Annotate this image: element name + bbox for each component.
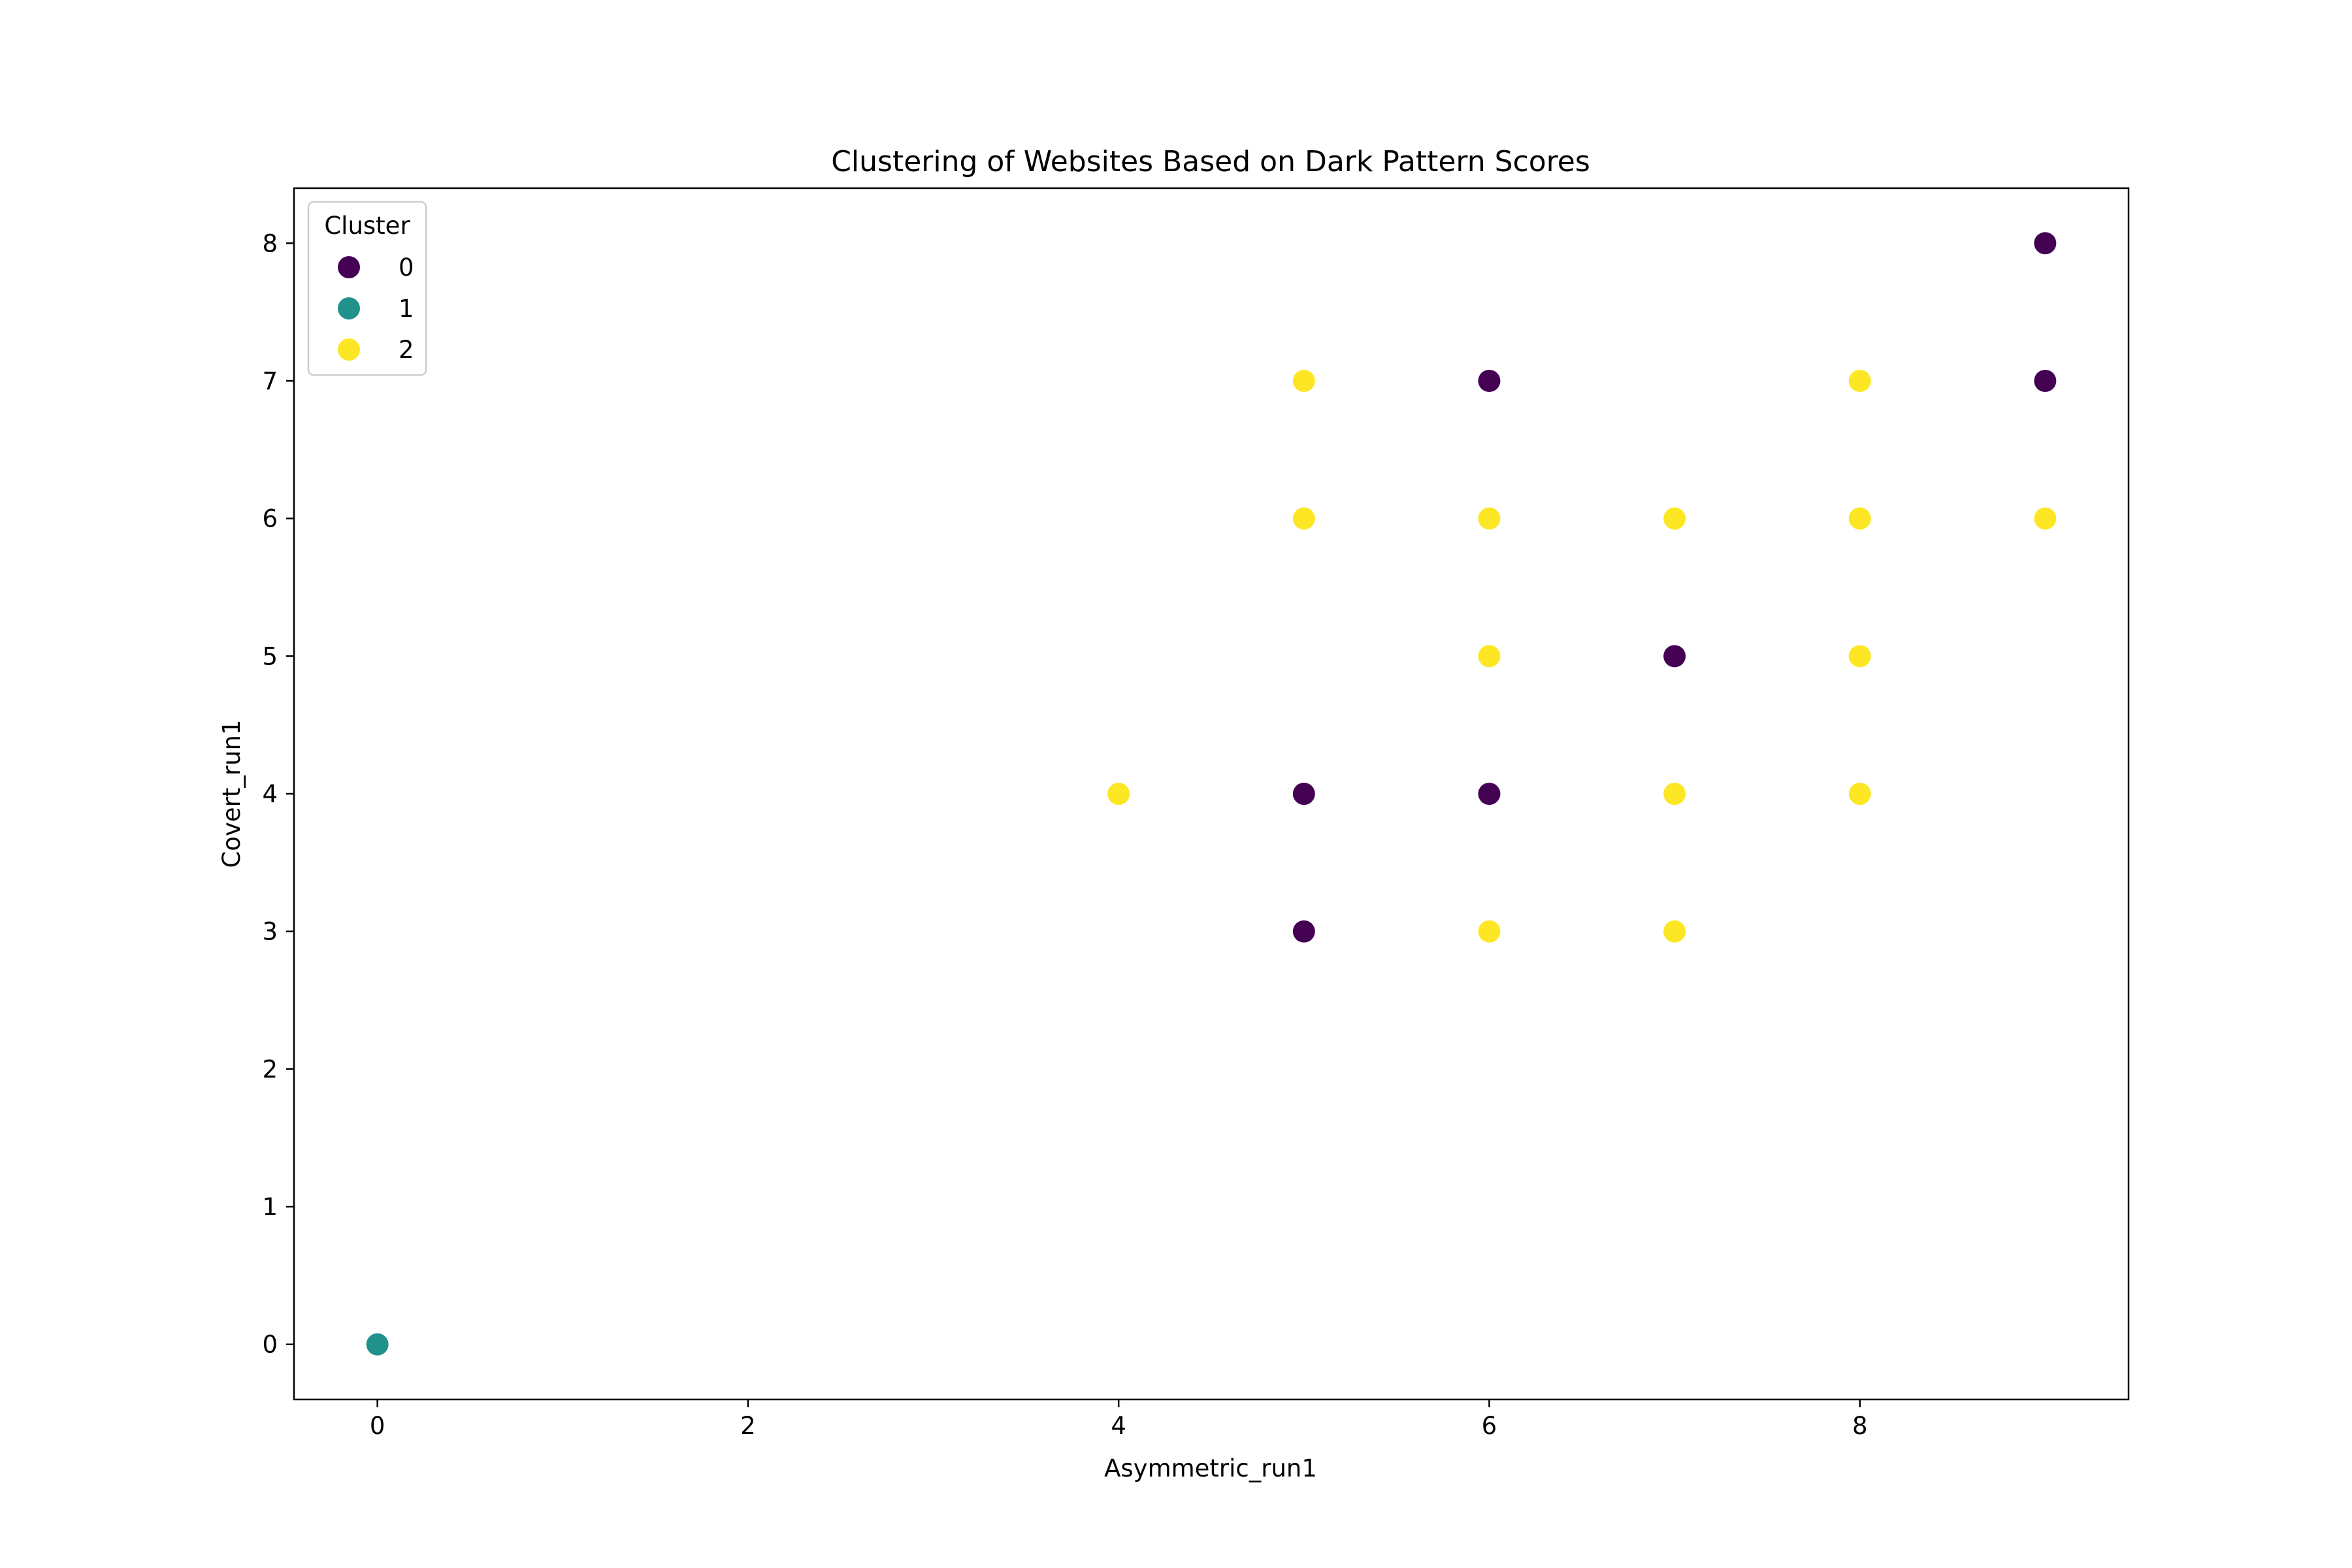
data-point-cluster-2 bbox=[1663, 783, 1686, 805]
chart-title: Clustering of Websites Based on Dark Pat… bbox=[831, 145, 1590, 178]
legend-label-0: 0 bbox=[399, 253, 414, 282]
data-point-cluster-2 bbox=[1292, 369, 1315, 392]
data-point-cluster-2 bbox=[1848, 783, 1871, 805]
data-point-cluster-0 bbox=[2034, 232, 2057, 255]
data-point-cluster-0 bbox=[1478, 369, 1501, 392]
y-tick-label: 2 bbox=[262, 1055, 278, 1083]
data-point-cluster-0 bbox=[1478, 783, 1501, 805]
data-point-cluster-1 bbox=[366, 1333, 389, 1356]
legend-marker-1 bbox=[338, 297, 360, 319]
x-tick-label: 2 bbox=[740, 1412, 756, 1440]
data-point-cluster-2 bbox=[1663, 507, 1686, 530]
x-tick-label: 4 bbox=[1111, 1412, 1126, 1440]
x-tick-label: 0 bbox=[370, 1412, 385, 1440]
x-tick-label: 8 bbox=[1852, 1412, 1868, 1440]
y-tick-label: 4 bbox=[262, 780, 278, 808]
y-tick-label: 7 bbox=[262, 367, 278, 395]
x-tick-label: 6 bbox=[1482, 1412, 1497, 1440]
y-tick-label: 6 bbox=[262, 505, 278, 533]
y-tick-label: 3 bbox=[262, 918, 278, 946]
data-point-cluster-2 bbox=[2034, 507, 2057, 530]
data-point-cluster-2 bbox=[1848, 507, 1871, 530]
legend-title: Cluster bbox=[324, 212, 410, 240]
legend-marker-2 bbox=[338, 338, 360, 361]
legend-label-2: 2 bbox=[399, 336, 414, 364]
y-tick-label: 0 bbox=[262, 1331, 278, 1359]
y-axis-title: Covert_run1 bbox=[218, 719, 246, 868]
data-point-cluster-2 bbox=[1478, 920, 1501, 943]
x-axis-title: Asymmetric_run1 bbox=[1104, 1454, 1317, 1482]
legend-label-1: 1 bbox=[399, 295, 414, 323]
data-point-cluster-0 bbox=[2034, 369, 2057, 392]
plot-background bbox=[294, 188, 2129, 1399]
y-tick-label: 5 bbox=[262, 642, 278, 670]
data-point-cluster-0 bbox=[1663, 645, 1686, 668]
legend: Cluster 0 1 2 bbox=[307, 201, 427, 376]
x-axis: 0 2 4 6 8 bbox=[370, 1399, 1868, 1440]
data-point-cluster-2 bbox=[1663, 920, 1686, 943]
data-point-cluster-2 bbox=[1478, 507, 1501, 530]
plot-frame bbox=[293, 187, 2130, 1401]
data-point-cluster-2 bbox=[1292, 507, 1315, 530]
plot-area bbox=[294, 188, 2129, 1399]
data-point-cluster-2 bbox=[1107, 783, 1130, 805]
data-point-cluster-2 bbox=[1478, 645, 1501, 668]
legend-box bbox=[307, 201, 427, 376]
data-point-cluster-0 bbox=[1292, 783, 1315, 805]
y-axis: 0 1 2 3 4 5 6 7 8 bbox=[262, 229, 294, 1359]
data-point-cluster-2 bbox=[1848, 369, 1871, 392]
legend-marker-0 bbox=[338, 256, 360, 278]
data-point-cluster-0 bbox=[1292, 920, 1315, 943]
y-tick-label: 8 bbox=[262, 229, 278, 257]
data-points bbox=[366, 232, 2057, 1356]
data-point-cluster-2 bbox=[1848, 645, 1871, 668]
y-tick-label: 1 bbox=[262, 1193, 278, 1221]
